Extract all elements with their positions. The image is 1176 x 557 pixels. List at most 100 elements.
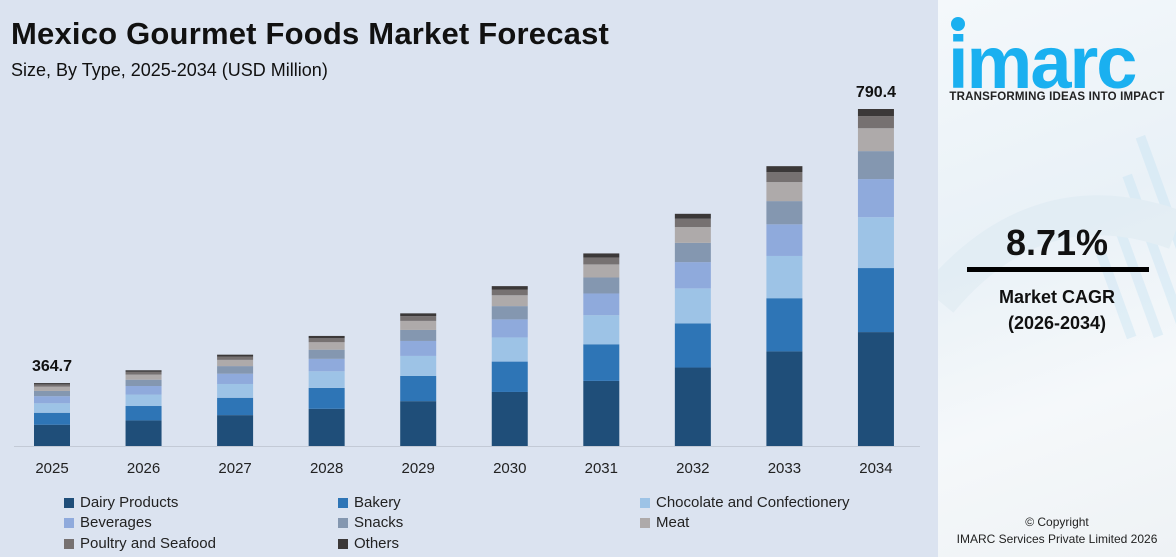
bar-segment-2025-chocolate-and-confectionery [34, 403, 70, 413]
bar-segment-2029-bakery [400, 375, 437, 402]
bar-segment-2032-dairy-products [674, 367, 711, 446]
bar-segment-2033-bakery [766, 298, 803, 352]
bar-segment-2027-meat [217, 359, 254, 367]
legend-label: Beverages [80, 514, 152, 531]
bar-segment-2030-chocolate-and-confectionery [491, 337, 528, 362]
bar-segment-2031-poultry-and-seafood [583, 257, 620, 265]
bar-segment-2030-meat [491, 295, 528, 307]
legend-swatch [338, 517, 348, 528]
bar-segment-2030-bakery [491, 361, 528, 392]
bar-segment-2028-meat [308, 342, 345, 350]
bar-segment-2029-meat [400, 320, 437, 330]
data-label: 364.7 [32, 358, 72, 375]
bar-segment-2025-poultry-and-seafood [34, 384, 70, 387]
tagline: TRANSFORMING IDEAS INTO IMPACT [949, 91, 1165, 103]
bar-segment-2033-poultry-and-seafood [766, 172, 803, 183]
cagr-value: 8.71% [1005, 222, 1109, 263]
x-tick-label: 2026 [127, 460, 160, 477]
legend-swatch [338, 497, 348, 508]
bar-segment-2026-poultry-and-seafood [125, 371, 162, 375]
x-tick-label: 2031 [585, 460, 618, 477]
bar-segment-2027-dairy-products [217, 415, 254, 446]
legend-label: Dairy Products [80, 494, 179, 511]
x-tick-label: 2027 [218, 460, 251, 477]
bar-segment-2033-snacks [766, 201, 803, 225]
bar-segment-2027-chocolate-and-confectionery [217, 383, 254, 398]
legend-item: Snacks [338, 514, 403, 531]
bar-segment-2029-dairy-products [400, 401, 437, 446]
bar-segment-2026-chocolate-and-confectionery [125, 394, 162, 407]
bar-segment-2030-snacks [491, 306, 528, 320]
bar-segment-2027-beverages [217, 373, 254, 384]
bar-segment-2031-beverages [583, 293, 620, 316]
bar-segment-2029-snacks [400, 329, 437, 341]
bar-segment-2032-poultry-and-seafood [674, 218, 711, 228]
copyright-company: IMARC Services Private Limited 2026 [956, 532, 1158, 546]
bar-segment-2031-others [583, 253, 620, 258]
bar-segment-2030-poultry-and-seafood [491, 289, 528, 296]
x-tick-label: 2034 [859, 460, 892, 477]
cagr-divider [967, 267, 1149, 272]
cagr-label-text: Market CAGR [998, 287, 1116, 307]
bar-segment-2034-bakery [857, 268, 894, 333]
bar-segment-2034-meat [857, 128, 894, 152]
bar-segment-2026-snacks [125, 379, 162, 387]
bar-segment-2032-meat [674, 227, 711, 243]
bar-segment-2031-bakery [583, 344, 620, 381]
bar-segment-2028-beverages [308, 358, 345, 372]
bar-segment-2030-dairy-products [491, 391, 528, 446]
bar-segment-2027-snacks [217, 366, 254, 374]
legend-label: Meat [656, 514, 690, 531]
bar-segment-2034-snacks [857, 151, 894, 180]
bar-segment-2030-beverages [491, 319, 528, 338]
bar-segment-2026-bakery [125, 406, 162, 421]
bar-segment-2027-poultry-and-seafood [217, 356, 254, 360]
imarc-logo: imarc [948, 17, 1137, 93]
bar-segment-2034-others [857, 109, 894, 117]
bar-segment-2034-beverages [857, 179, 894, 218]
stacked-bar-chart: 2025 364.7 2026 2027 2028 2029 2030 2031 2032 203… [14, 84, 920, 477]
bar-segment-2029-poultry-and-seafood [400, 316, 437, 321]
logo-text: imarc [948, 21, 1135, 93]
legend-item: Dairy Products [64, 494, 178, 511]
copyright-symbol-text: © Copyright [1025, 515, 1089, 529]
legend-label: Snacks [354, 514, 404, 531]
bar-segment-2028-snacks [308, 349, 345, 359]
bar-segment-2029-chocolate-and-confectionery [400, 355, 437, 376]
legend-label: Bakery [354, 494, 401, 511]
bar-segment-2025-others [34, 383, 70, 385]
x-tick-label: 2029 [402, 460, 435, 477]
bar-segment-2026-dairy-products [125, 420, 162, 446]
bar-segment-2029-others [400, 313, 437, 317]
bar-segment-2033-others [766, 166, 803, 173]
bar-segment-2030-others [491, 286, 528, 290]
bar-segment-2033-dairy-products [766, 351, 803, 446]
legend-swatch [338, 538, 348, 549]
bar-segment-2032-beverages [674, 262, 711, 289]
bar-segment-2032-others [674, 213, 711, 219]
legend-item: Others [338, 535, 399, 552]
chart-title: Mexico Gourmet Foods Market Forecast [11, 16, 610, 51]
bar-segment-2025-snacks [34, 390, 70, 397]
bar-segment-2026-others [125, 370, 162, 372]
bar-segment-2032-snacks [674, 242, 711, 263]
bar-segment-2034-poultry-and-seafood [857, 116, 894, 129]
bar-segment-2028-dairy-products [308, 408, 345, 446]
bar-segment-2025-bakery [34, 412, 70, 425]
bar-segment-2029-beverages [400, 340, 437, 356]
x-tick-label: 2028 [310, 460, 343, 477]
bar-segment-2032-bakery [674, 323, 711, 368]
cagr-period: (2026-2034) [1007, 313, 1107, 333]
bar-segment-2033-meat [766, 182, 803, 202]
bar-segment-2032-chocolate-and-confectionery [674, 288, 711, 324]
legend-item: Poultry and Seafood [64, 535, 216, 552]
bar-segment-2034-chocolate-and-confectionery [857, 217, 894, 269]
bar-segment-2034-dairy-products [857, 332, 894, 446]
bar-segment-2028-bakery [308, 387, 345, 409]
legend-item: Meat [640, 514, 689, 531]
bar-segment-2027-bakery [217, 397, 254, 416]
chart-subtitle: Size, By Type, 2025-2034 (USD Million) [11, 60, 328, 80]
bar-segment-2031-chocolate-and-confectionery [583, 315, 620, 345]
bar-segment-2028-others [308, 335, 345, 339]
bar-segment-2033-beverages [766, 224, 803, 256]
